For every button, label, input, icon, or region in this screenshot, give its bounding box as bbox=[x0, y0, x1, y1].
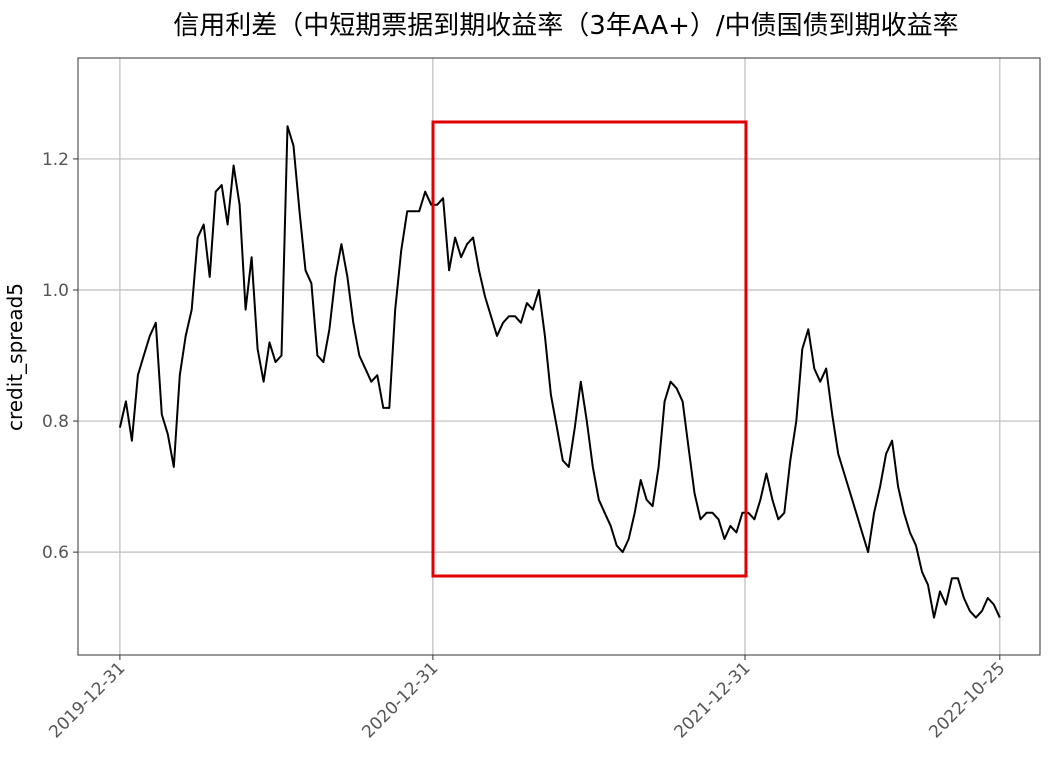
x-tick-label: 2021-12-31 bbox=[671, 658, 755, 742]
x-tick-label: 2022-10-25 bbox=[925, 658, 1009, 742]
y-axis-label: credit_spread5 bbox=[3, 283, 27, 431]
data-line bbox=[118, 125, 1001, 619]
x-tick-label: 2020-12-31 bbox=[358, 658, 442, 742]
plot-area: 0.6 0.8 1.0 1.2 2019-12-31 2020-12-31 2021-12-… bbox=[42, 57, 1041, 742]
plot-background bbox=[78, 58, 1040, 655]
plot-border bbox=[77, 57, 1041, 656]
y-tick-label: 0.6 bbox=[42, 543, 69, 563]
highlight-box bbox=[431, 120, 748, 578]
y-tick-label: 0.8 bbox=[42, 412, 69, 432]
x-tick-label: 2019-12-31 bbox=[45, 658, 129, 742]
chart-title: 信用利差（中短期票据到期收益率（3年AA+）/中债国债到期收益率 bbox=[173, 11, 958, 41]
y-tick-label: 1.2 bbox=[42, 150, 69, 170]
y-tick-label: 1.0 bbox=[42, 281, 69, 301]
